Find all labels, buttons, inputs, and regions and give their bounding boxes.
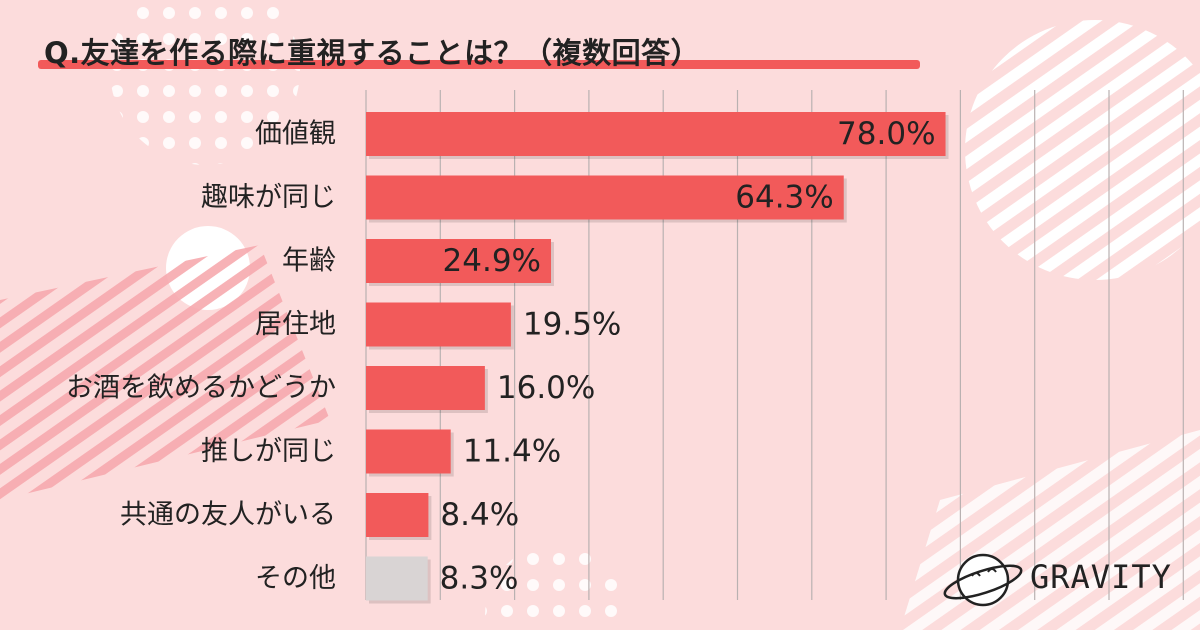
category-label: お酒を飲めるかどうか [66, 373, 336, 404]
grid-lines [365, 90, 1184, 600]
title-underline [38, 60, 920, 69]
bar [366, 493, 429, 537]
category-label: 年齢 [282, 246, 336, 277]
bars [366, 112, 949, 604]
category-label: 価値観 [255, 119, 336, 150]
value-label: 19.5% [523, 307, 621, 343]
value-label: 8.3% [440, 561, 519, 597]
planet-logo-icon [943, 553, 1023, 607]
value-label: 78.0% [837, 116, 935, 152]
bar [366, 429, 451, 474]
chart-title: Q.友達を作る際に重視することは？（複数回答） [44, 36, 701, 70]
category-label: 共通の友人がいる [120, 500, 336, 531]
bar [366, 175, 844, 220]
bar [366, 556, 428, 601]
category-label: その他 [255, 563, 336, 594]
value-label: 8.4% [440, 497, 519, 533]
bar [366, 112, 946, 156]
category-label: 趣味が同じ [201, 182, 336, 213]
bar [366, 366, 485, 410]
category-label: 推しが同じ [201, 436, 336, 467]
bar [366, 302, 511, 347]
category-label: 居住地 [255, 309, 336, 340]
value-label: 64.3% [735, 180, 833, 216]
brand-name: GRAVITY [1030, 558, 1172, 596]
value-label: 11.4% [463, 434, 561, 470]
value-label: 16.0% [497, 370, 595, 406]
value-labels: 78.0%64.3% 24.9% 19.5% 16.0% 11.4% 8.4% 8.3% [440, 116, 936, 597]
bar [366, 239, 552, 283]
value-label: 24.9% [443, 243, 541, 279]
